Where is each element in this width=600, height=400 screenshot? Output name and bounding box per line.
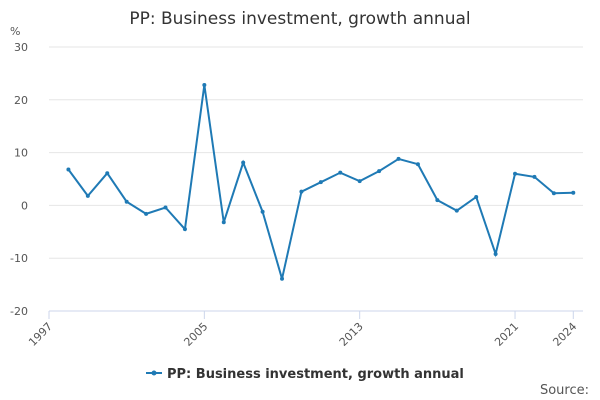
legend-marker bbox=[151, 370, 157, 376]
point bbox=[415, 162, 420, 167]
point bbox=[260, 209, 265, 214]
point bbox=[474, 194, 479, 199]
point bbox=[357, 179, 362, 184]
x-tick-label: 1997 bbox=[26, 320, 55, 349]
point bbox=[221, 220, 226, 225]
point bbox=[493, 251, 498, 256]
chart-title: PP: Business investment, growth annual bbox=[129, 9, 470, 29]
y-tick-label: 20 bbox=[14, 94, 28, 107]
point bbox=[105, 171, 110, 176]
y-tick-label: -10 bbox=[10, 252, 28, 265]
x-tick-label: 2021 bbox=[492, 320, 521, 349]
point bbox=[182, 227, 187, 232]
x-tick-label: 2024 bbox=[550, 320, 579, 349]
point bbox=[435, 198, 440, 203]
point bbox=[551, 191, 556, 196]
y-tick-label: 0 bbox=[21, 199, 28, 212]
x-tick-label: 2013 bbox=[337, 320, 366, 349]
y-tick-label: 30 bbox=[14, 41, 28, 54]
point bbox=[571, 190, 576, 195]
point bbox=[280, 276, 285, 281]
source: Source: bbox=[540, 383, 589, 398]
point bbox=[66, 167, 71, 172]
point bbox=[396, 156, 401, 161]
y-tick-label: 10 bbox=[14, 147, 28, 160]
point bbox=[124, 199, 129, 204]
point bbox=[338, 170, 343, 175]
point bbox=[454, 208, 459, 213]
point bbox=[318, 180, 323, 185]
legend-label: PP: Business investment, growth annual bbox=[167, 367, 464, 382]
point bbox=[85, 193, 90, 198]
x-tick-label: 2005 bbox=[181, 320, 210, 349]
point bbox=[532, 174, 537, 179]
point bbox=[377, 169, 382, 174]
point bbox=[202, 83, 207, 88]
y-tick-label: -20 bbox=[10, 305, 28, 318]
point bbox=[513, 171, 518, 176]
y-unit: % bbox=[10, 25, 20, 38]
point bbox=[299, 189, 304, 194]
point bbox=[144, 211, 149, 216]
point bbox=[163, 205, 168, 210]
point bbox=[241, 160, 246, 165]
